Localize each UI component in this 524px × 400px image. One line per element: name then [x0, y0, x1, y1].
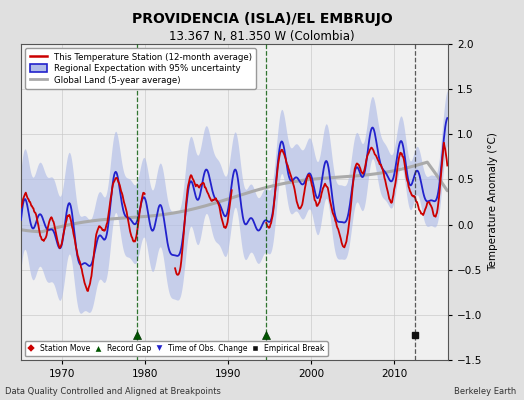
Text: Data Quality Controlled and Aligned at Breakpoints: Data Quality Controlled and Aligned at B…	[5, 387, 221, 396]
Y-axis label: Temperature Anomaly (°C): Temperature Anomaly (°C)	[488, 132, 498, 272]
Legend: Station Move, Record Gap, Time of Obs. Change, Empirical Break: Station Move, Record Gap, Time of Obs. C…	[25, 341, 328, 356]
Text: PROVIDENCIA (ISLA)/EL EMBRUJO: PROVIDENCIA (ISLA)/EL EMBRUJO	[132, 12, 392, 26]
Text: 13.367 N, 81.350 W (Colombia): 13.367 N, 81.350 W (Colombia)	[169, 30, 355, 43]
Text: Berkeley Earth: Berkeley Earth	[454, 387, 516, 396]
